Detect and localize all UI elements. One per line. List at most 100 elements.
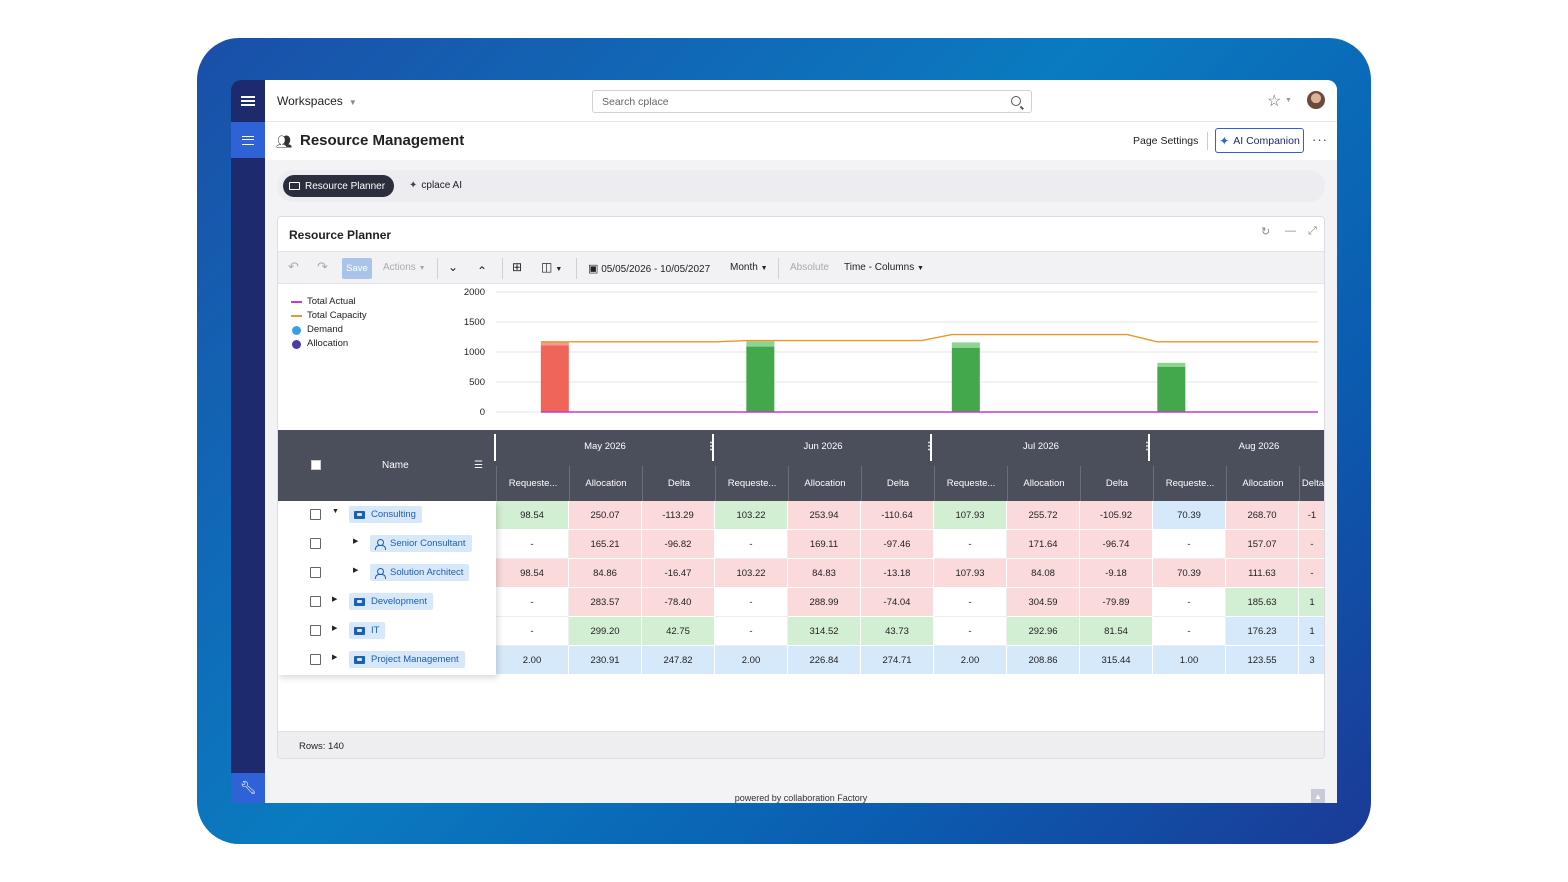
table-cell[interactable]: -97.46	[861, 530, 934, 559]
table-cell[interactable]: 2.00	[715, 646, 788, 675]
tab-cplace-ai[interactable]: ✦ cplace AI	[409, 180, 462, 191]
table-cell[interactable]: -113.29	[642, 501, 715, 530]
table-cell[interactable]: -16.47	[642, 559, 715, 588]
table-cell[interactable]: 171.64	[1007, 530, 1080, 559]
org-unit-chip[interactable]: Project Management	[349, 651, 465, 668]
granularity-dropdown[interactable]: Month ▼	[730, 262, 768, 273]
table-cell[interactable]: -	[715, 617, 788, 646]
tree-row[interactable]: ▶ Solution Architect	[278, 559, 496, 588]
row-checkbox[interactable]	[310, 509, 321, 520]
more-options-icon[interactable]: ···	[1312, 132, 1328, 147]
expand-icon[interactable]: ⤢	[1308, 225, 1317, 237]
sub-column-header[interactable]: Allocation	[788, 466, 861, 501]
table-cell[interactable]: -79.89	[1080, 588, 1153, 617]
table-cell[interactable]: 253.94	[788, 501, 861, 530]
table-cell[interactable]: 176.23	[1226, 617, 1299, 646]
table-cell[interactable]: 123.55	[1226, 646, 1299, 675]
table-cell[interactable]: 304.59	[1007, 588, 1080, 617]
table-cell[interactable]: 185.63	[1226, 588, 1299, 617]
sub-column-header[interactable]: Allocation	[1007, 466, 1080, 501]
row-checkbox[interactable]	[310, 567, 321, 578]
table-cell[interactable]: 283.57	[569, 588, 642, 617]
table-cell[interactable]: 1.00	[1153, 646, 1226, 675]
table-cell[interactable]: 107.93	[934, 559, 1007, 588]
tab-resource-planner[interactable]: Resource Planner	[283, 175, 395, 197]
table-cell[interactable]: -9.18	[1080, 559, 1153, 588]
expand-caret-icon[interactable]: ▶	[332, 596, 338, 603]
column-divider[interactable]	[930, 434, 932, 461]
name-column-header[interactable]: Name	[382, 460, 409, 471]
sub-column-header[interactable]: Delta	[642, 466, 715, 501]
table-cell[interactable]: 1	[1299, 617, 1324, 646]
table-cell[interactable]: 84.86	[569, 559, 642, 588]
legend-item[interactable]: Total Capacity	[291, 309, 367, 323]
table-cell[interactable]: 42.75	[642, 617, 715, 646]
search-input[interactable]: Search cplace	[592, 90, 1032, 113]
row-checkbox[interactable]	[310, 654, 321, 665]
sub-column-header[interactable]: Allocation	[569, 466, 642, 501]
table-cell[interactable]: -	[1153, 530, 1226, 559]
column-options-icon[interactable]: ⋮	[706, 441, 716, 452]
table-cell[interactable]: 226.84	[788, 646, 861, 675]
table-cell[interactable]: 1	[1299, 588, 1324, 617]
table-cell[interactable]: -13.18	[861, 559, 934, 588]
columns-icon[interactable]: ◫ ▼	[541, 260, 563, 274]
table-cell[interactable]: 98.54	[496, 501, 569, 530]
select-all-checkbox[interactable]	[311, 460, 321, 470]
navigation-toggle-button[interactable]	[231, 122, 265, 158]
table-cell[interactable]: 98.54	[496, 559, 569, 588]
sub-column-header[interactable]: Allocation	[1226, 466, 1299, 501]
table-cell[interactable]: 315.44	[1080, 646, 1153, 675]
table-cell[interactable]: 230.91	[569, 646, 642, 675]
table-cell[interactable]: 299.20	[569, 617, 642, 646]
sub-column-header[interactable]: Requeste...	[496, 466, 569, 501]
table-cell[interactable]: 169.11	[788, 530, 861, 559]
table-cell[interactable]: -110.64	[861, 501, 934, 530]
collapse-all-icon[interactable]: ⌄	[448, 260, 459, 274]
refresh-icon[interactable]: ↻	[1261, 226, 1271, 238]
column-options-icon[interactable]: ⋮	[924, 441, 934, 452]
tree-row[interactable]: ▶ Project Management	[278, 646, 496, 675]
page-settings-button[interactable]: Page Settings	[1133, 135, 1199, 147]
role-chip[interactable]: Solution Architect	[370, 564, 470, 581]
table-cell[interactable]: 268.70	[1226, 501, 1299, 530]
legend-item[interactable]: Demand	[291, 323, 367, 337]
tree-row[interactable]: ▶ Senior Consultant	[278, 530, 496, 559]
table-cell[interactable]: -	[496, 530, 569, 559]
redo-icon[interactable]: ↷	[317, 259, 328, 274]
sub-column-header[interactable]: Requeste...	[715, 466, 788, 501]
undo-icon[interactable]: ↶	[288, 259, 299, 274]
row-checkbox[interactable]	[310, 596, 321, 607]
table-cell[interactable]: -	[715, 530, 788, 559]
table-cell[interactable]: 111.63	[1226, 559, 1299, 588]
table-cell[interactable]: -78.40	[642, 588, 715, 617]
column-divider[interactable]	[1148, 434, 1150, 461]
org-unit-chip[interactable]: Consulting	[349, 506, 422, 523]
admin-tools-button[interactable]: 🔧︎	[231, 773, 265, 803]
minimize-icon[interactable]: —	[1285, 225, 1296, 237]
tree-row[interactable]: ▼ Consulting	[278, 501, 496, 530]
chevron-down-icon[interactable]: ▼	[1285, 97, 1292, 104]
table-cell[interactable]: -	[715, 588, 788, 617]
table-cell[interactable]: 255.72	[1007, 501, 1080, 530]
table-cell[interactable]: 2.00	[496, 646, 569, 675]
absolute-toggle[interactable]: Absolute	[790, 262, 829, 273]
table-cell[interactable]: -74.04	[861, 588, 934, 617]
table-cell[interactable]: 84.83	[788, 559, 861, 588]
table-cell[interactable]: 103.22	[715, 559, 788, 588]
sub-column-header[interactable]: Requeste...	[934, 466, 1007, 501]
table-cell[interactable]: 247.82	[642, 646, 715, 675]
legend-item[interactable]: Total Actual	[291, 295, 367, 309]
role-chip[interactable]: Senior Consultant	[370, 535, 472, 552]
user-avatar[interactable]	[1307, 91, 1325, 109]
table-cell[interactable]: 70.39	[1153, 559, 1226, 588]
legend-item[interactable]: Allocation	[291, 337, 367, 351]
tree-row[interactable]: ▶ Development	[278, 588, 496, 617]
table-cell[interactable]: -	[934, 617, 1007, 646]
table-cell[interactable]: -	[934, 588, 1007, 617]
row-checkbox[interactable]	[310, 625, 321, 636]
org-unit-chip[interactable]: IT	[349, 622, 386, 639]
column-options-icon[interactable]: ⋮	[1142, 441, 1152, 452]
table-cell[interactable]: 250.07	[569, 501, 642, 530]
table-cell[interactable]: -	[1153, 588, 1226, 617]
